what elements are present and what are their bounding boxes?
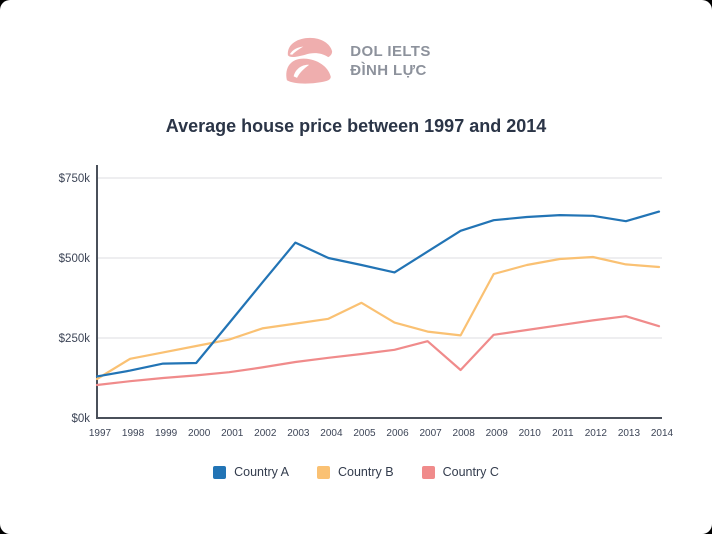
line-country-b — [95, 255, 661, 381]
chart-title: Average house price between 1997 and 201… — [165, 116, 547, 136]
x-tick-label-1997: 1997 — [89, 428, 112, 439]
x-tick-label-1998: 1998 — [122, 428, 145, 439]
x-tick-label-2006: 2006 — [386, 428, 409, 439]
x-tick-label-1999: 1999 — [155, 428, 178, 439]
house-price-line-chart: $0k $250k $500k $750k 1997 1998 1999 2000 2001 20… — [59, 165, 674, 439]
logo-wordmark: DOL IELTS ĐÌNH LỰC — [350, 42, 431, 81]
legend-label: Country B — [338, 465, 394, 479]
legend-swatch-icon — [421, 465, 435, 479]
legend-item-country-c: Country C — [421, 465, 499, 479]
x-tick-label-2002: 2002 — [254, 428, 277, 439]
legend-label: Country A — [234, 465, 289, 479]
y-tick-label: $0k — [71, 413, 90, 425]
logo-lower-cutout — [293, 64, 310, 78]
dol-logo-mark-icon — [286, 37, 333, 84]
y-tick-label: $750k — [59, 173, 91, 185]
legend-swatch-icon — [213, 465, 227, 479]
y-tick-label: $250k — [59, 333, 91, 345]
line-country-c — [95, 315, 661, 387]
x-tick-label-2009: 2009 — [486, 428, 509, 439]
logo-upper-swoosh — [288, 37, 333, 58]
legend-swatch-icon — [317, 465, 330, 479]
x-tick-label-2011: 2011 — [552, 428, 574, 439]
x-tick-label-2003: 2003 — [287, 428, 310, 439]
legend-item-country-b: Country B — [317, 465, 394, 479]
x-tick-label-2007: 2007 — [419, 428, 442, 439]
logo-line-2: ĐÌNH LỰC — [350, 62, 427, 79]
x-tick-label-2000: 2000 — [188, 428, 211, 439]
x-tick-label-2013: 2013 — [618, 428, 641, 439]
legend-label: Country C — [442, 465, 499, 479]
logo-lower-swoosh — [286, 58, 331, 84]
y-tick-label: $500k — [59, 253, 91, 265]
line-country-a — [95, 210, 661, 378]
x-tick-label-2008: 2008 — [453, 428, 476, 439]
x-tick-label-2004: 2004 — [320, 428, 343, 439]
x-tick-label-2001: 2001 — [221, 428, 244, 439]
logo-upper-cutout — [290, 46, 304, 55]
logo-line-1: DOL IELTS — [350, 42, 431, 60]
chart-legend: Country A Country B Country C — [0, 465, 712, 479]
logo: DOL IELTS ĐÌNH LỰC — [0, 0, 712, 86]
legend-item-country-a: Country A — [213, 465, 289, 479]
x-tick-label-2010: 2010 — [519, 428, 542, 439]
x-tick-label-2014: 2014 — [651, 428, 674, 439]
x-tick-label-2012: 2012 — [585, 428, 608, 439]
x-tick-label-2005: 2005 — [353, 428, 376, 439]
